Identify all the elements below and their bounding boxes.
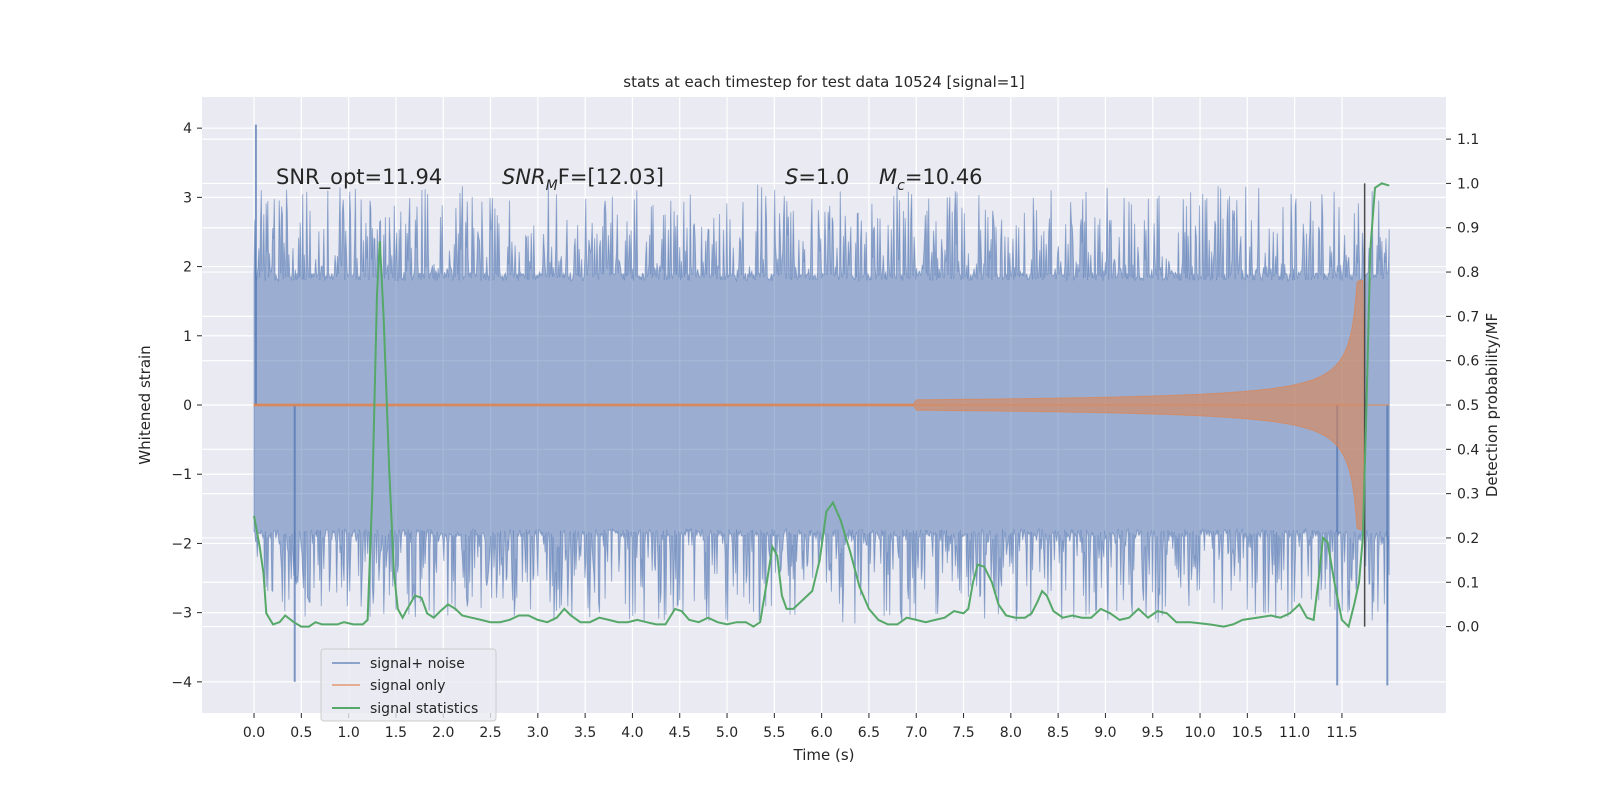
x-tick-label: 6.0 (811, 725, 833, 741)
x-tick-label: 6.5 (858, 725, 880, 741)
x-tick-label: 5.5 (763, 725, 785, 741)
y-right-tick-label: 0.3 (1457, 487, 1479, 503)
annotation-mc: Mc=10.46 (879, 165, 983, 194)
x-tick-label: 11.5 (1326, 725, 1357, 741)
annotation-snr-mf-tail: F=[12.03] (558, 165, 664, 189)
x-tick-label: 5.0 (716, 725, 738, 741)
annotation-s-value: =1.0 (798, 165, 849, 189)
y-axis-title: Whitened strain (136, 345, 154, 464)
annotation-snr-mf: SNRMF=[12.03] (502, 165, 664, 194)
y-tick-label: −2 (171, 536, 192, 552)
y-right-tick-label: 1.0 (1457, 176, 1479, 192)
annotation-mc-sub: c (897, 178, 905, 194)
y-tick-label: −4 (171, 675, 192, 691)
y-tick-label: 3 (183, 190, 192, 206)
legend: signal+ noise signal only signal statist… (320, 648, 497, 722)
y-right-tick-label: 0.5 (1457, 398, 1479, 414)
legend-label-signal-only: signal only (370, 678, 445, 694)
legend-label-signal-noise: signal+ noise (370, 656, 465, 672)
x-tick-label: 9.0 (1094, 725, 1116, 741)
annotation-s: S=1.0 (785, 165, 849, 189)
x-tick-label: 2.0 (432, 725, 454, 741)
annotation-snr-mf-label: SNR (502, 165, 546, 189)
y-right-tick-label: 0.9 (1457, 221, 1479, 237)
x-tick-label: 8.5 (1047, 725, 1069, 741)
y-right-tick-label: 0.7 (1457, 309, 1479, 325)
legend-box (320, 648, 497, 722)
y-tick-label: 1 (183, 329, 192, 345)
x-tick-label: 4.5 (669, 725, 691, 741)
x-tick-label: 11.0 (1279, 725, 1310, 741)
x-tick-label: 4.0 (621, 725, 643, 741)
y-tick-label: 0 (183, 398, 192, 414)
y-right-tick-label: 1.1 (1457, 132, 1479, 148)
x-tick-label: 10.5 (1232, 725, 1263, 741)
annotations: SNR_opt=11.94 SNRMF=[12.03] S=1.0 Mc=10.… (276, 165, 983, 194)
y-right-tick-label: 0.8 (1457, 265, 1479, 281)
x-tick-label: 2.5 (479, 725, 501, 741)
x-tick-label: 10.0 (1184, 725, 1215, 741)
x-tick-label: 1.5 (385, 725, 407, 741)
y-tick-label: −3 (171, 606, 192, 622)
x-axis-title: Time (s) (793, 746, 855, 764)
x-tick-label: 0.5 (290, 725, 312, 741)
y-tick-label: 4 (183, 121, 192, 137)
legend-label-signal-statistics: signal statistics (370, 701, 478, 717)
y-right-tick-label: 0.0 (1457, 620, 1479, 636)
annotation-s-label: S (785, 165, 798, 189)
y-right-tick-label: 0.1 (1457, 575, 1479, 591)
series-signal-statistics (253, 182, 1390, 629)
y-right-tick-label: 0.2 (1457, 531, 1479, 547)
axes: 0.0 0.5 1.0 1.5 2.0 2.5 3.0 3.5 4.0 4.5 5.0 5.5 6.0 6… (171, 121, 1479, 741)
y-tick-label: −1 (171, 467, 192, 483)
annotation-snr-mf-sub: M (546, 178, 558, 194)
y-right-tick-label: 0.6 (1457, 354, 1479, 370)
x-tick-label: 0.0 (243, 725, 265, 741)
y-right-axis-title: Detection probability/MF (1483, 313, 1501, 497)
x-tick-label: 8.0 (1000, 725, 1022, 741)
annotation-mc-label: M (879, 165, 897, 189)
x-tick-label: 7.0 (905, 725, 927, 741)
data-layer (253, 124, 1390, 686)
annotation-snr-opt: SNR_opt=11.94 (276, 165, 442, 190)
x-tick-label: 3.0 (527, 725, 549, 741)
y-tick-label: 2 (183, 260, 192, 276)
y-right-tick-label: 0.4 (1457, 442, 1479, 458)
chart-title: stats at each timestep for test data 105… (623, 73, 1024, 91)
annotation-mc-value: =10.46 (905, 165, 983, 189)
x-tick-label: 7.5 (952, 725, 974, 741)
x-tick-label: 3.5 (574, 725, 596, 741)
x-tick-label: 9.5 (1142, 725, 1164, 741)
x-tick-label: 1.0 (337, 725, 359, 741)
